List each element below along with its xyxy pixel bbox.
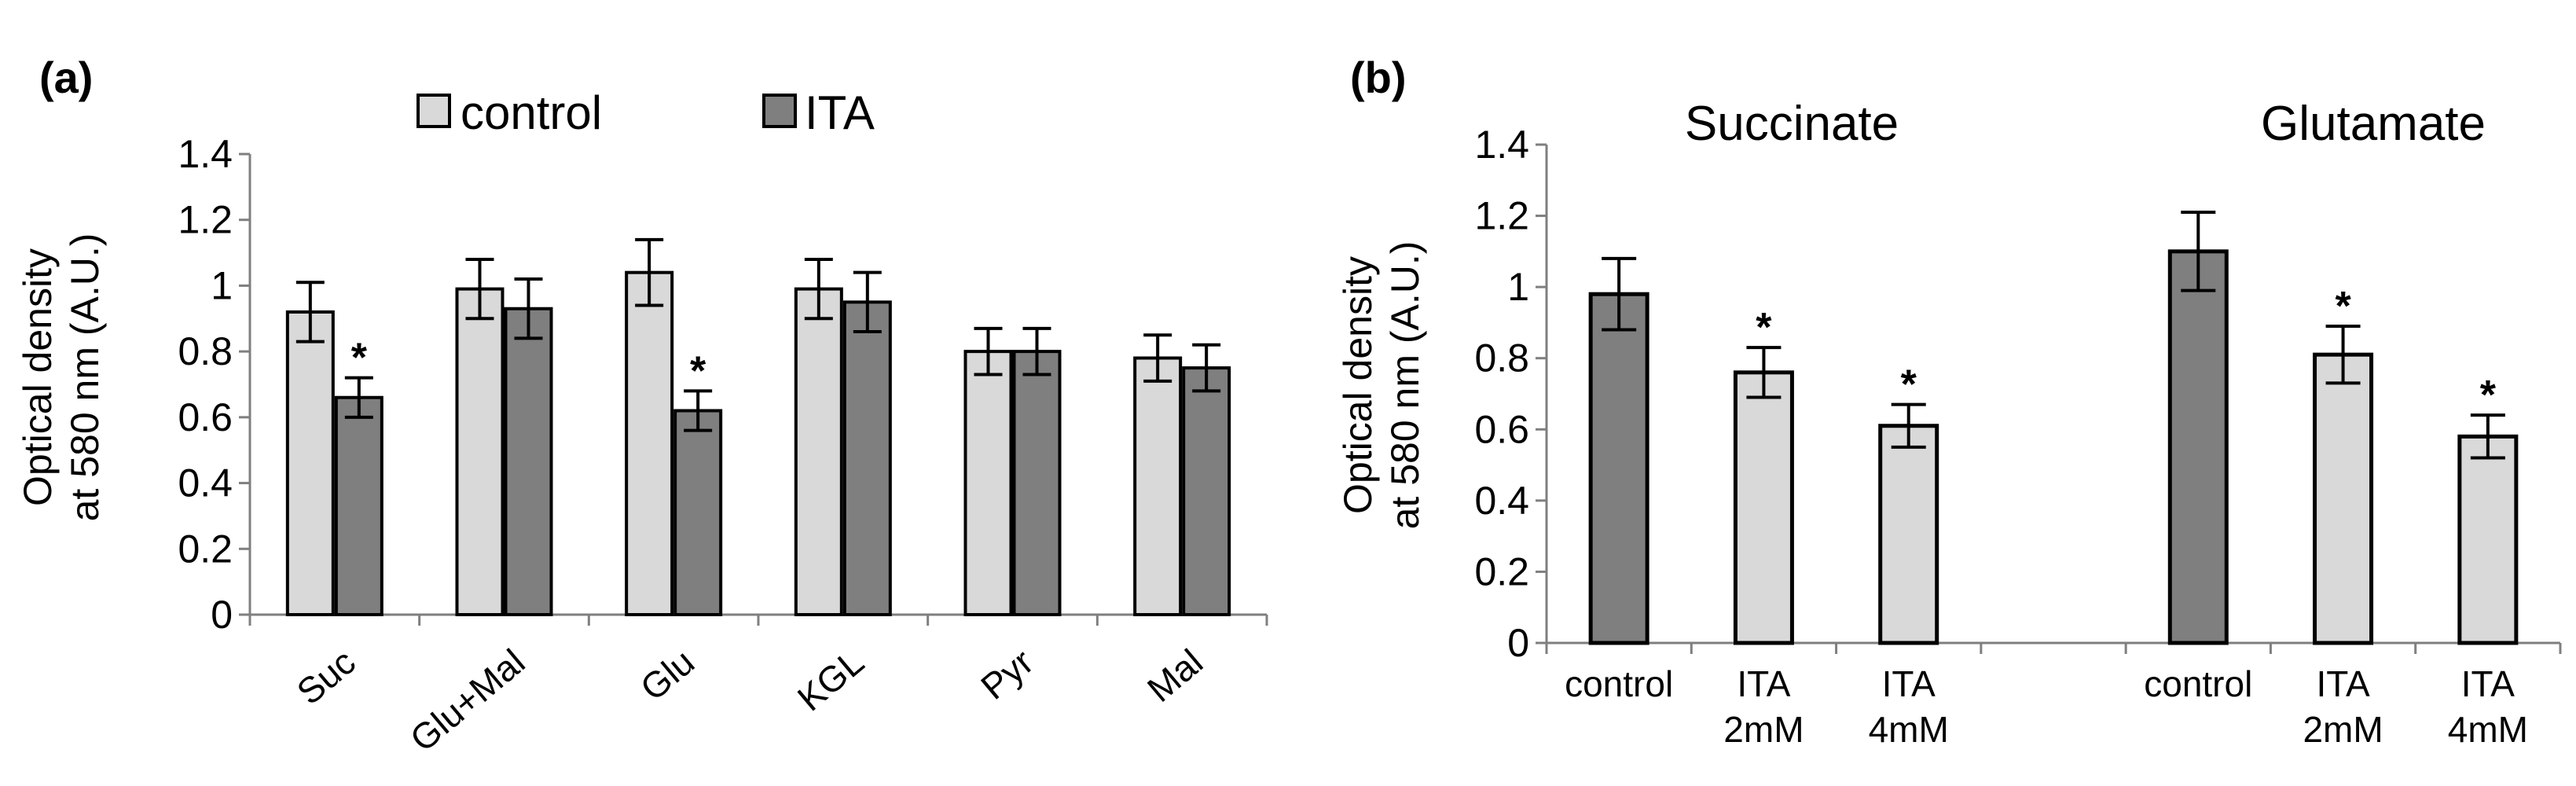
bar-ITA-Mal [1182, 366, 1231, 616]
panel-b-category-label: 4mM [2448, 709, 2528, 750]
panel-b-ytick-label: 1.2 [1474, 194, 1529, 238]
group-title-succinate: Succinate [1685, 97, 1899, 151]
bar-Glutamate-control [2167, 249, 2229, 645]
panel-b-ytick-label: 0 [1507, 621, 1529, 665]
panel-b-ytick-label: 1.4 [1474, 123, 1529, 167]
bar-ITA-Glu [673, 409, 723, 616]
panel-a-ytick-label: 1 [211, 263, 233, 307]
panel-a-ytick-label: 0.8 [178, 329, 233, 373]
bar-ITA-KGL [842, 300, 892, 616]
legend-control-label: control [461, 86, 602, 139]
bar-control-Glu [625, 270, 674, 616]
panel-b-ytick-label: 0.2 [1474, 549, 1529, 593]
panel-b-ylabel-line1: Optical density [1336, 256, 1380, 514]
significance-star: * [2335, 284, 2351, 329]
panel-b-category-label: ITA [2316, 663, 2369, 704]
bar-Glutamate-ITA-2mM [2313, 352, 2374, 645]
bar-ITA-Glu+Mal [504, 307, 553, 616]
panel-a-ytick-label: 0.4 [178, 461, 233, 505]
panel-b-ytick-label: 1 [1507, 265, 1529, 309]
panel-a-ylabel-line2: at 580 nm (A.U.) [63, 233, 107, 522]
panel-a-ylabel-line1: Optical density [16, 248, 60, 506]
panel-b-category-label: control [1565, 663, 1673, 704]
panel-b-category-label: control [2144, 663, 2252, 704]
panel-a-category-label: Pyr [973, 641, 1040, 707]
bar-Glutamate-ITA-4mM [2457, 434, 2519, 645]
panel-b-label: (b) [1350, 53, 1407, 102]
panel-a-category-label: Glu+Mal [402, 641, 533, 760]
panel-a-category-label: Suc [289, 641, 363, 713]
bar-Succinate-control [1588, 292, 1649, 645]
panel-b-category-label: 2mM [2303, 709, 2383, 750]
bar-control-Suc [285, 310, 335, 616]
bar-control-KGL [794, 287, 843, 616]
significance-star: * [2480, 373, 2497, 418]
panel-b-ytick-label: 0.4 [1474, 479, 1529, 523]
panel-a-ytick-label: 1.2 [178, 198, 233, 242]
panel-b-ytick-label: 0.8 [1474, 336, 1529, 380]
panel-a-plot: 0 0.2 0.4 0.6 0.8 1 1.2 1.4 * Suc Glu+Mal * Glu KGL Py… [178, 132, 1268, 760]
legend-ita-label: ITA [805, 86, 875, 139]
panel-a-ytick-label: 1.4 [178, 132, 233, 176]
significance-star: * [690, 348, 706, 394]
significance-star: * [1901, 362, 1917, 408]
significance-star: * [351, 336, 368, 381]
bar-control-Glu+Mal [455, 287, 505, 616]
panel-a-category-label: Glu [633, 641, 702, 709]
panel-b-category-label: 4mM [1869, 709, 1949, 750]
panel-a-ytick-label: 0.2 [178, 527, 233, 571]
panel-b-ylabel-line2: at 580 nm (A.U.) [1383, 241, 1427, 530]
panel-b-category-label: ITA [1882, 663, 1936, 704]
panel-b-plot: 0 0.2 0.4 0.6 0.8 1 1.2 1.4 control * ITA 2mM * ITA 4m… [1474, 123, 2562, 750]
panel-a-ytick-label: 0.6 [178, 395, 233, 439]
legend-ita-swatch [762, 94, 797, 128]
group-title-glutamate: Glutamate [2261, 97, 2486, 151]
bar-control-Pyr [963, 350, 1013, 616]
panel-a-label: (a) [39, 53, 93, 102]
significance-star: * [1756, 305, 1772, 351]
panel-a-category-label: KGL [790, 641, 872, 719]
bar-control-Mal [1133, 356, 1183, 616]
bar-Succinate-ITA-4mM [1878, 424, 1939, 645]
legend-control-swatch [416, 94, 451, 128]
panel-a-ytick-label: 0 [211, 593, 233, 637]
panel-b-category-label: 2mM [1723, 709, 1804, 750]
panel-b-category-label: ITA [2461, 663, 2515, 704]
panel-b-ytick-label: 0.6 [1474, 407, 1529, 451]
bar-ITA-Suc [334, 395, 383, 616]
panel-a-category-label: Mal [1139, 641, 1210, 710]
bar-ITA-Pyr [1012, 350, 1062, 616]
panel-b-category-label: ITA [1737, 663, 1790, 704]
bar-Succinate-ITA-2mM [1733, 370, 1794, 645]
